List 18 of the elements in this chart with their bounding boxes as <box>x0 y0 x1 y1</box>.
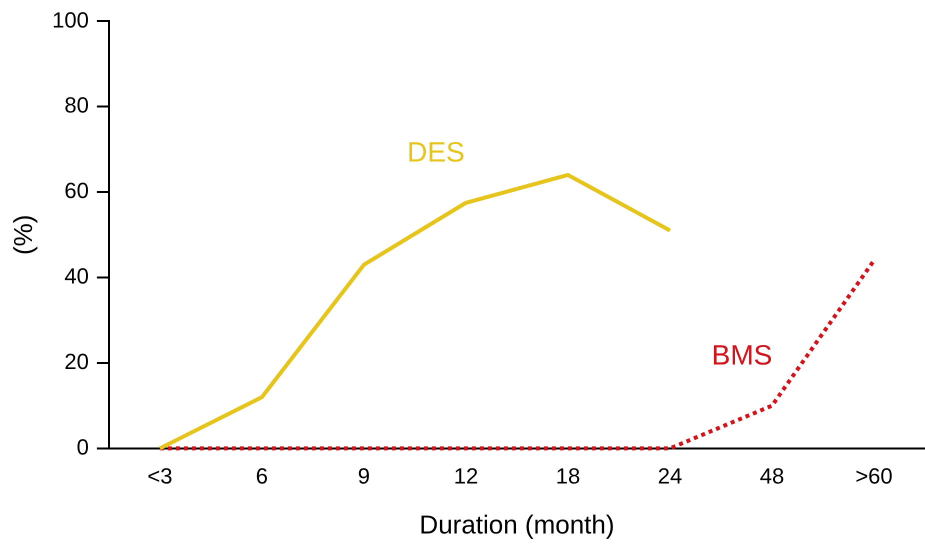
x-tick-label: 12 <box>454 464 478 489</box>
y-axis-title: (%) <box>8 214 38 256</box>
y-tick-label: 80 <box>64 92 89 118</box>
series-label: BMS <box>712 339 772 370</box>
x-tick-label: 9 <box>358 464 370 489</box>
x-tick-label: >60 <box>855 464 893 489</box>
y-tick-label: 60 <box>64 178 89 204</box>
x-tick-label: <3 <box>147 464 172 489</box>
x-tick-label: 6 <box>256 464 268 489</box>
x-tick-label: 18 <box>556 464 580 489</box>
x-tick-label: 24 <box>658 464 682 489</box>
x-axis-title: Duration (month) <box>419 510 614 540</box>
y-tick-label: 0 <box>76 434 89 460</box>
y-tick-label: 20 <box>64 349 89 374</box>
y-tick-label: 40 <box>64 264 89 289</box>
y-tick-label: 100 <box>52 7 89 32</box>
series-label: DES <box>407 136 465 168</box>
x-tick-label: 48 <box>760 464 784 489</box>
